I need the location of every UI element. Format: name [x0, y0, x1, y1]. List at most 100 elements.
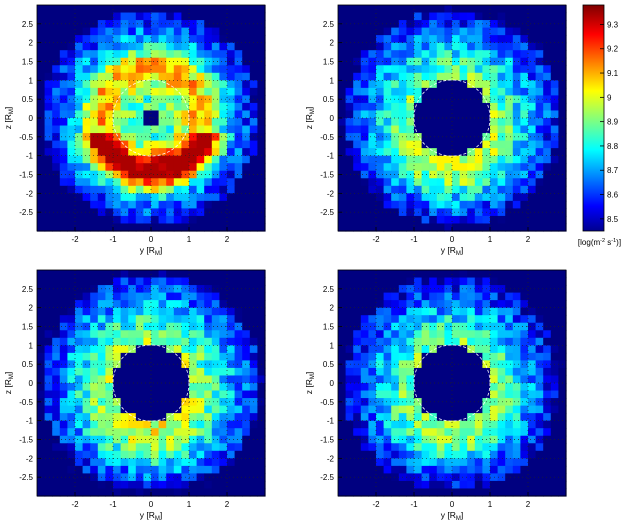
heatmap-cell — [535, 118, 544, 127]
heatmap-cell — [227, 352, 236, 361]
heatmap-cell — [135, 277, 144, 286]
x-axis-label: y [RM] — [441, 245, 464, 257]
heatmap-cell — [44, 450, 53, 459]
heatmap-cell — [105, 315, 114, 324]
heatmap-cell — [143, 398, 152, 407]
heatmap-cell — [550, 292, 559, 301]
heatmap-cell — [44, 345, 53, 354]
heatmap-cell — [211, 285, 220, 294]
heatmap-cell — [97, 50, 106, 59]
heatmap-cell — [166, 300, 175, 309]
heatmap-cell — [196, 163, 205, 172]
heatmap-cell — [520, 155, 529, 164]
heatmap-cell — [383, 443, 392, 452]
heatmap-cell — [75, 473, 84, 482]
heatmap-cell — [338, 413, 347, 422]
heatmap-cell — [257, 102, 266, 112]
heatmap-cell — [113, 375, 122, 384]
heatmap-cell — [512, 428, 521, 437]
heatmap-cell — [59, 352, 68, 361]
heatmap-cell — [459, 148, 468, 157]
heatmap-cell — [120, 390, 129, 399]
heatmap-cell — [82, 473, 91, 482]
heatmap-cell — [189, 405, 198, 414]
heatmap-cell — [467, 133, 476, 142]
heatmap-cell — [414, 383, 423, 392]
heatmap-cell — [204, 95, 213, 104]
heatmap-cell — [520, 65, 529, 74]
heatmap-cell — [37, 383, 46, 392]
heatmap-cell — [37, 375, 46, 384]
heatmap-cell — [414, 458, 423, 467]
heatmap-cell — [543, 87, 552, 96]
heatmap-cell — [505, 72, 514, 81]
heatmap-cell — [242, 465, 251, 474]
heatmap-cell — [143, 367, 152, 377]
heatmap-cell — [353, 72, 362, 81]
heatmap-cell — [414, 102, 423, 112]
heatmap-cell — [520, 95, 529, 104]
heatmap-cell — [467, 322, 476, 331]
heatmap-cell — [204, 125, 213, 134]
heatmap-cell — [558, 307, 567, 316]
heatmap-cell — [128, 480, 137, 490]
heatmap-cell — [90, 27, 99, 36]
heatmap-cell — [59, 435, 68, 444]
heatmap-cell — [383, 102, 392, 112]
heatmap-cell — [128, 277, 137, 286]
x-tick-label: 2 — [225, 500, 230, 509]
heatmap-cell — [520, 133, 529, 142]
heatmap-cell — [211, 12, 220, 21]
heatmap-cell — [227, 163, 236, 172]
heatmap-cell — [219, 140, 228, 149]
heatmap-cell — [90, 57, 99, 66]
heatmap-cell — [452, 223, 461, 232]
heatmap-cell — [37, 200, 46, 209]
heatmap-cell — [512, 367, 521, 377]
y-tick-label: -2 — [327, 454, 335, 463]
heatmap-cell — [338, 367, 347, 377]
heatmap-cell — [467, 185, 476, 194]
heatmap-cell — [444, 488, 453, 497]
heatmap-cell — [444, 292, 453, 301]
colorbar: 9.39.29.198.98.88.78.68.5[log(m-2 s-1)] — [578, 4, 621, 247]
heatmap-cell — [181, 443, 190, 452]
heatmap-cell — [173, 27, 182, 36]
heatmap-cell — [135, 307, 144, 316]
heatmap-cell — [37, 50, 46, 59]
heatmap-cell — [482, 65, 491, 74]
heatmap-cell — [360, 148, 369, 157]
heatmap-cell — [550, 178, 559, 187]
heatmap-cell — [204, 360, 213, 369]
heatmap-cell — [360, 337, 369, 346]
heatmap-cell — [474, 345, 483, 354]
heatmap-cell — [535, 125, 544, 134]
panel-bottom-right: -2 -1 0 1 22.521.510.50-0.5-1-1.5-2-2.5y [RM… — [304, 269, 567, 522]
heatmap-cell — [67, 375, 76, 384]
heatmap-cell — [59, 420, 68, 429]
heatmap-cell — [219, 80, 228, 89]
heatmap-cell — [421, 65, 430, 74]
heatmap-cell — [120, 200, 129, 209]
heatmap-cell — [474, 300, 483, 309]
heatmap-cell — [467, 170, 476, 179]
heatmap-cell — [204, 57, 213, 66]
heatmap-cell — [550, 390, 559, 399]
heatmap-cell — [398, 50, 407, 59]
heatmap-cell — [227, 20, 236, 29]
heatmap-cell — [459, 102, 468, 112]
heatmap-cell — [512, 473, 521, 482]
heatmap-cell — [37, 367, 46, 377]
heatmap-cell — [158, 300, 167, 309]
heatmap-cell — [173, 223, 182, 232]
heatmap-cell — [227, 337, 236, 346]
heatmap-cell — [406, 428, 415, 437]
heatmap-cell — [421, 215, 430, 225]
heatmap-cell — [135, 118, 144, 127]
heatmap-cell — [353, 140, 362, 149]
heatmap-cell — [497, 50, 506, 59]
heatmap-cell — [520, 140, 529, 149]
heatmap-cell — [338, 118, 347, 127]
heatmap-cell — [520, 300, 529, 309]
heatmap-cell — [505, 337, 514, 346]
